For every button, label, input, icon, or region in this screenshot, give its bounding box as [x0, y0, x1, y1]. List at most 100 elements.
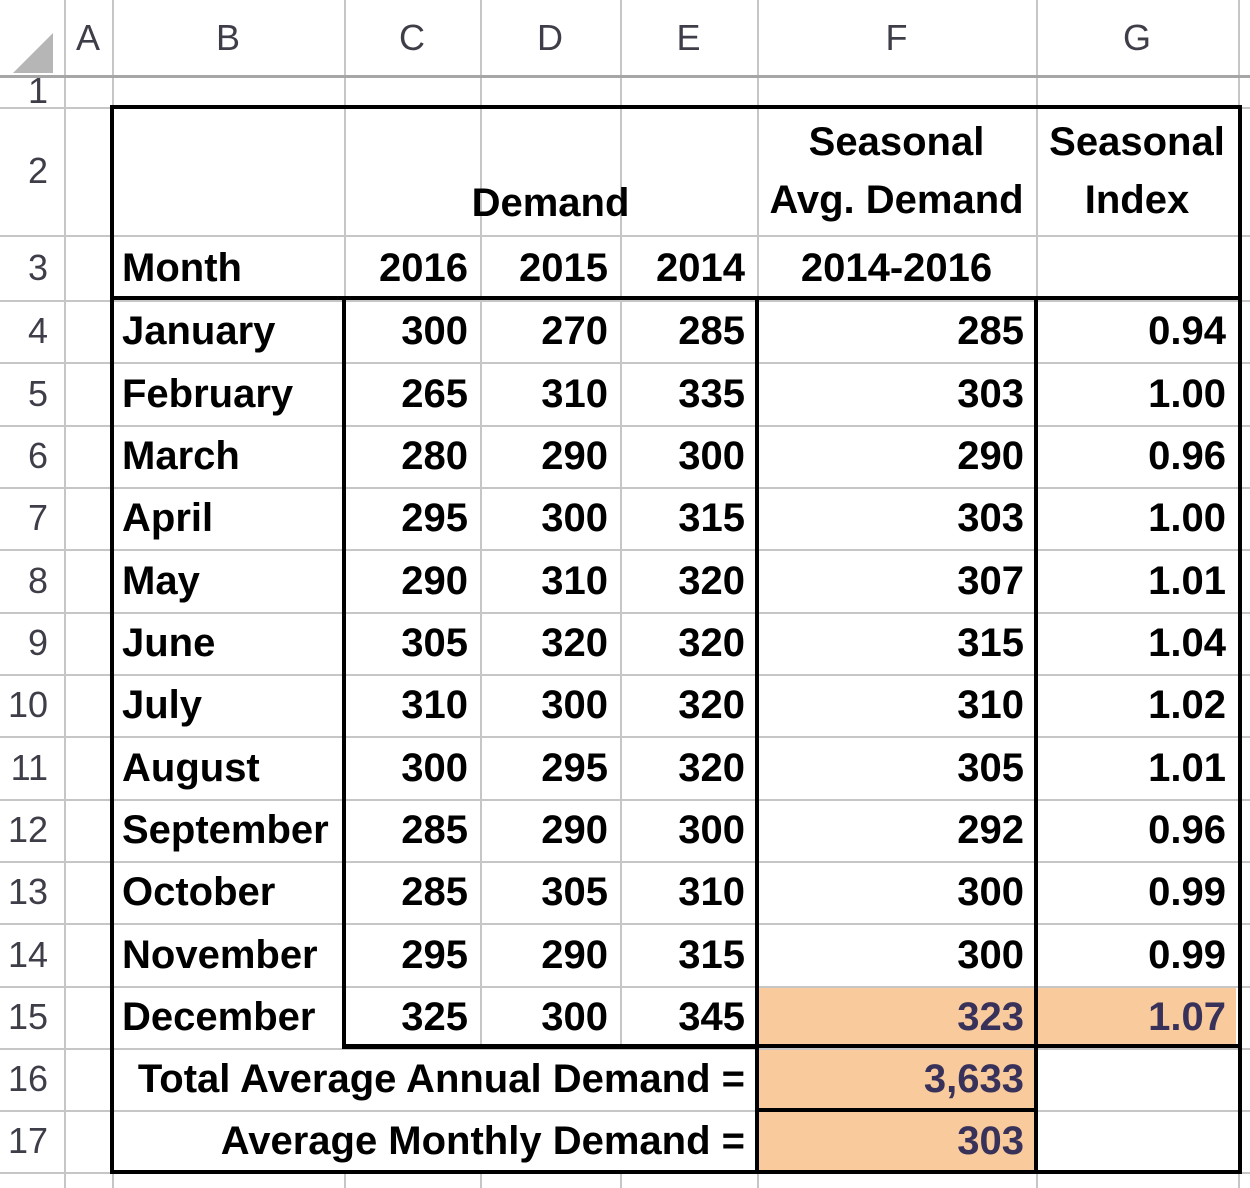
- demand-2015-cell[interactable]: 300: [541, 995, 608, 1039]
- month-cell[interactable]: September: [122, 808, 329, 852]
- row-header-1[interactable]: 1: [27, 75, 48, 107]
- demand-2014-cell[interactable]: 320: [678, 621, 745, 665]
- demand-2014-cell[interactable]: 315: [678, 932, 745, 977]
- seasonal-index-cell[interactable]: 0.96: [1148, 808, 1226, 852]
- demand-2014-cell[interactable]: 315: [678, 496, 745, 540]
- demand-2015-cell[interactable]: 310: [541, 558, 608, 603]
- seasonal-avg-cell[interactable]: 300: [957, 932, 1024, 977]
- demand-2015-cell[interactable]: 300: [541, 496, 608, 540]
- demand-2016-cell[interactable]: 285: [401, 870, 468, 914]
- demand-2015-cell[interactable]: 295: [541, 745, 608, 790]
- demand-2016-cell[interactable]: 280: [401, 434, 468, 478]
- seasonal-index-cell[interactable]: 0.94: [1148, 309, 1226, 353]
- demand-2016-cell[interactable]: 295: [401, 496, 468, 540]
- total-annual-demand-value-cell[interactable]: 3,633: [923, 1057, 1024, 1101]
- row-header-9[interactable]: 9: [27, 622, 48, 663]
- demand-2015-cell[interactable]: 290: [541, 932, 608, 977]
- seasonal-index-cell[interactable]: 1.00: [1148, 371, 1226, 416]
- demand-2015-cell[interactable]: 290: [541, 808, 608, 852]
- month-cell[interactable]: May: [122, 558, 200, 603]
- seasonal-avg-cell[interactable]: 310: [957, 683, 1024, 727]
- demand-2016-cell[interactable]: 295: [401, 932, 468, 977]
- row-header-7[interactable]: 7: [27, 497, 48, 538]
- avg-monthly-demand-label-cell[interactable]: Average Monthly Demand =: [220, 1119, 745, 1163]
- row-header-13[interactable]: 13: [7, 871, 48, 912]
- seasonal-avg-demand-header-cell[interactable]: Seasonal Avg. Demand: [757, 107, 1036, 235]
- seasonal-avg-cell[interactable]: 303: [957, 371, 1024, 416]
- demand-2016-cell[interactable]: 305: [401, 621, 468, 665]
- demand-2015-cell[interactable]: 320: [541, 621, 608, 665]
- row-header-16[interactable]: 16: [7, 1058, 48, 1099]
- demand-2016-cell[interactable]: 300: [401, 745, 468, 790]
- demand-2016-cell[interactable]: 265: [401, 371, 468, 416]
- seasonal-avg-cell[interactable]: 305: [957, 745, 1024, 790]
- demand-2015-cell[interactable]: 310: [541, 371, 608, 416]
- seasonal-avg-cell[interactable]: 290: [957, 434, 1024, 478]
- row-header-14[interactable]: 14: [7, 933, 48, 975]
- demand-2016-cell[interactable]: 300: [401, 309, 468, 353]
- seasonal-index-cell[interactable]: 1.07: [1148, 995, 1226, 1039]
- demand-2014-cell[interactable]: 335: [678, 371, 745, 416]
- demand-2016-cell[interactable]: 310: [401, 683, 468, 727]
- column-header-D[interactable]: D: [537, 16, 563, 58]
- column-header-A[interactable]: A: [75, 16, 100, 58]
- row-header-8[interactable]: 8: [27, 559, 48, 601]
- row-header-17[interactable]: 17: [7, 1120, 48, 1161]
- demand-2014-cell[interactable]: 320: [678, 683, 745, 727]
- column-header-B[interactable]: B: [215, 16, 240, 58]
- seasonal-index-cell[interactable]: 0.96: [1148, 434, 1226, 478]
- demand-2016-cell[interactable]: 285: [401, 808, 468, 852]
- month-cell[interactable]: March: [122, 434, 240, 478]
- seasonal-avg-cell[interactable]: 285: [957, 309, 1024, 353]
- seasonal-avg-cell[interactable]: 307: [957, 558, 1024, 603]
- row-header-3[interactable]: 3: [27, 246, 48, 288]
- month-cell[interactable]: December: [122, 995, 316, 1039]
- month-cell[interactable]: April: [122, 496, 214, 540]
- demand-2014-cell[interactable]: 320: [678, 558, 745, 603]
- avg-monthly-demand-value-cell[interactable]: 303: [957, 1119, 1024, 1163]
- month-cell[interactable]: August: [122, 745, 260, 790]
- seasonal-index-header-cell[interactable]: Seasonal Index: [1036, 107, 1238, 235]
- month-cell[interactable]: February: [122, 371, 294, 416]
- seasonal-index-cell[interactable]: 1.01: [1148, 558, 1226, 603]
- avg-range-header-cell[interactable]: 2014-2016: [800, 245, 993, 290]
- seasonal-avg-cell[interactable]: 300: [957, 870, 1024, 914]
- demand-2014-cell[interactable]: 300: [678, 434, 745, 478]
- seasonal-avg-cell[interactable]: 315: [957, 621, 1024, 665]
- demand-2015-cell[interactable]: 290: [541, 434, 608, 478]
- column-header-G[interactable]: G: [1122, 16, 1151, 58]
- seasonal-index-cell[interactable]: 1.00: [1148, 496, 1226, 540]
- seasonal-index-cell[interactable]: 0.99: [1148, 932, 1226, 977]
- row-header-15[interactable]: 15: [7, 996, 48, 1037]
- seasonal-index-cell[interactable]: 0.99: [1148, 870, 1226, 914]
- seasonal-avg-cell[interactable]: 292: [957, 808, 1024, 852]
- seasonal-index-cell[interactable]: 1.04: [1148, 621, 1226, 665]
- year-2016-header-cell[interactable]: 2016: [379, 245, 468, 290]
- row-header-5[interactable]: 5: [27, 372, 48, 414]
- month-cell[interactable]: October: [122, 870, 276, 914]
- demand-2014-cell[interactable]: 285: [678, 309, 745, 353]
- column-header-E[interactable]: E: [676, 16, 701, 58]
- seasonal-avg-cell[interactable]: 323: [957, 995, 1024, 1039]
- demand-2015-cell[interactable]: 300: [541, 683, 608, 727]
- seasonal-avg-cell[interactable]: 303: [957, 496, 1024, 540]
- month-cell[interactable]: November: [122, 932, 318, 977]
- row-header-10[interactable]: 10: [7, 684, 48, 725]
- month-cell[interactable]: January: [122, 309, 276, 353]
- total-annual-demand-label-cell[interactable]: Total Average Annual Demand =: [137, 1057, 745, 1101]
- demand-2014-cell[interactable]: 320: [678, 745, 745, 790]
- month-cell[interactable]: June: [122, 621, 216, 665]
- demand-2014-cell[interactable]: 345: [678, 995, 745, 1039]
- demand-2015-cell[interactable]: 305: [541, 870, 608, 914]
- month-cell[interactable]: July: [122, 683, 203, 727]
- demand-2014-cell[interactable]: 300: [678, 808, 745, 852]
- select-all-triangle-icon[interactable]: [13, 33, 53, 73]
- column-header-C[interactable]: C: [399, 16, 425, 58]
- year-2015-header-cell[interactable]: 2015: [519, 245, 608, 290]
- demand-2016-cell[interactable]: 325: [401, 995, 468, 1039]
- row-header-4[interactable]: 4: [27, 310, 48, 351]
- row-header-2[interactable]: 2: [27, 150, 48, 191]
- seasonal-index-cell[interactable]: 1.01: [1148, 745, 1226, 790]
- row-header-11[interactable]: 11: [10, 746, 48, 788]
- row-header-12[interactable]: 12: [7, 809, 48, 850]
